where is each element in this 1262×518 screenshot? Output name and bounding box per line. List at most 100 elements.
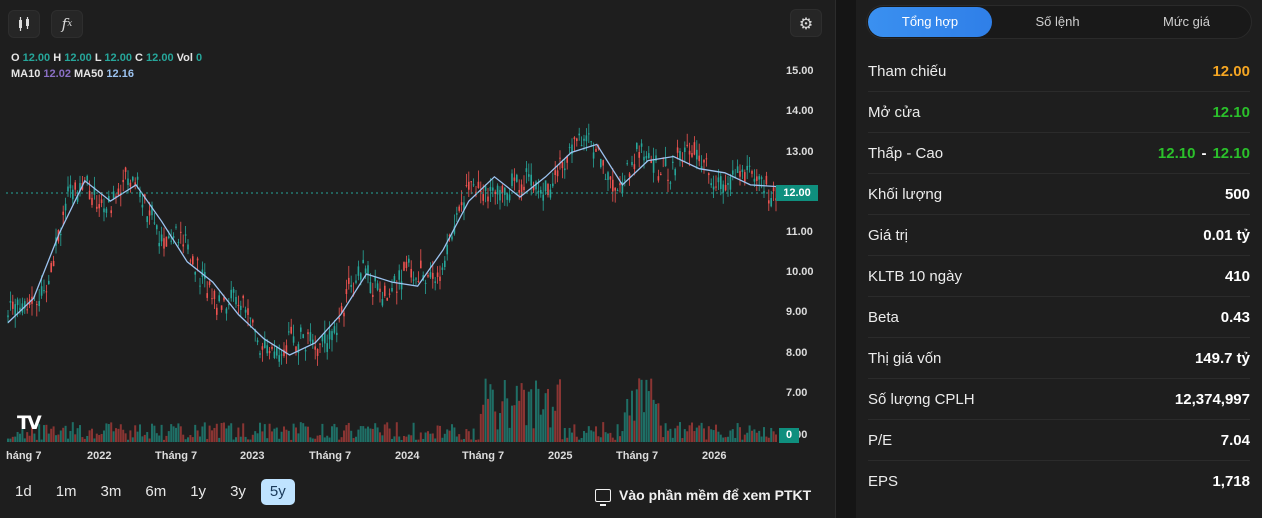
volume-bar xyxy=(179,426,182,442)
candle-body xyxy=(724,184,727,191)
volume-bar xyxy=(585,432,588,442)
range-1y[interactable]: 1y xyxy=(190,483,207,500)
price-chart[interactable] xyxy=(0,0,836,518)
candle-body xyxy=(494,191,496,195)
volume-bar xyxy=(775,434,777,442)
tab-so-lenh[interactable]: Số lệnh xyxy=(1035,14,1080,29)
volume-bar xyxy=(148,438,151,442)
candle-body xyxy=(542,194,544,201)
candle-body xyxy=(410,268,412,278)
y-tick-14: 14.00 xyxy=(786,105,814,117)
ma50-label: MA50 xyxy=(74,68,104,80)
volume-bar xyxy=(547,388,549,442)
stat-low: 12.10 xyxy=(1157,144,1196,162)
candlestick-icon[interactable] xyxy=(8,10,40,38)
volume-bar xyxy=(683,429,686,442)
volume-bar xyxy=(501,401,504,442)
range-5y[interactable]: 5y xyxy=(260,479,295,505)
x-tick: Tháng 7 xyxy=(462,450,505,462)
candle-body xyxy=(228,304,230,306)
candle-body xyxy=(595,148,597,152)
volume-bar xyxy=(338,439,341,442)
volume-bar xyxy=(146,432,149,442)
volume-bar xyxy=(7,438,9,442)
candle-body xyxy=(703,159,705,163)
range-1m[interactable]: 1m xyxy=(55,483,77,500)
candle-body xyxy=(693,142,696,155)
candle-body xyxy=(583,138,585,141)
range-1d[interactable]: 1d xyxy=(15,483,32,500)
tab-tong-hop[interactable]: Tổng hợp xyxy=(868,7,992,37)
candle-body xyxy=(273,351,276,358)
range-6m[interactable]: 6m xyxy=(145,483,167,500)
volume-bar xyxy=(407,434,410,442)
x-tick: 2025 xyxy=(548,450,573,462)
volume-bar xyxy=(542,409,545,442)
candle-body xyxy=(136,176,139,180)
tradingview-logo: TV xyxy=(17,412,42,434)
gear-icon[interactable]: ⚙ xyxy=(790,9,822,37)
candle-body xyxy=(744,172,746,183)
candle-body xyxy=(763,190,765,194)
candle-body xyxy=(624,179,626,181)
candle-body xyxy=(612,179,614,192)
candle-body xyxy=(271,347,273,349)
volume-bar xyxy=(323,437,326,442)
volume-bar xyxy=(184,439,187,442)
volume-bar xyxy=(381,435,384,442)
volume-bar xyxy=(410,435,413,442)
range-3m[interactable]: 3m xyxy=(100,483,122,500)
volume-bar xyxy=(523,389,525,442)
volume-bar xyxy=(602,422,605,442)
stat-label: Thị giá vốn xyxy=(868,349,942,367)
open-ta-software-link[interactable]: Vào phần mềm để xem PTKT xyxy=(595,487,811,506)
y-tick-15: 15.00 xyxy=(786,65,814,77)
range-3y[interactable]: 3y xyxy=(230,483,246,500)
volume-bar xyxy=(436,425,439,442)
candle-body xyxy=(9,300,12,303)
candle-body xyxy=(364,268,367,274)
volume-bar xyxy=(743,434,746,442)
tab-muc-gia[interactable]: Mức giá xyxy=(1163,14,1210,29)
volume-bar xyxy=(715,424,717,442)
volume-bar xyxy=(95,433,98,442)
volume-bar xyxy=(556,384,559,442)
volume-bar xyxy=(199,436,201,442)
volume-bar xyxy=(117,428,120,442)
volume-bar xyxy=(81,437,84,442)
volume-bar xyxy=(643,412,645,442)
open-label: O xyxy=(11,52,20,64)
volume-bar xyxy=(518,400,521,442)
candle-body xyxy=(199,285,201,287)
volume-bar xyxy=(772,431,775,442)
volume-bar xyxy=(105,423,108,442)
candle-body xyxy=(96,206,98,209)
volume-bar xyxy=(122,429,125,442)
candle-body xyxy=(127,178,129,185)
stat-value: 7.04 xyxy=(1220,431,1250,449)
candle-body xyxy=(187,244,189,250)
volume-bar xyxy=(609,432,612,442)
volume-bar xyxy=(271,431,273,442)
candle-body xyxy=(736,166,739,173)
candle-body xyxy=(468,181,470,190)
candle-body xyxy=(64,203,67,211)
volume-bar xyxy=(235,437,237,442)
volume-bar xyxy=(19,433,21,442)
candle-body xyxy=(619,183,621,186)
volume-bar xyxy=(280,431,283,442)
candle-body xyxy=(60,234,62,236)
volume-bar xyxy=(285,429,288,442)
volume-bar xyxy=(225,428,228,442)
volume-bar xyxy=(230,423,233,442)
candle-body xyxy=(297,344,300,353)
candle-body xyxy=(333,326,336,333)
stat-value: 149.7 tỷ xyxy=(1194,349,1250,367)
candle-body xyxy=(196,258,199,261)
candle-body xyxy=(132,176,134,181)
candle-body xyxy=(264,339,266,348)
volume-bar xyxy=(503,380,506,442)
volume-bar xyxy=(115,428,117,442)
